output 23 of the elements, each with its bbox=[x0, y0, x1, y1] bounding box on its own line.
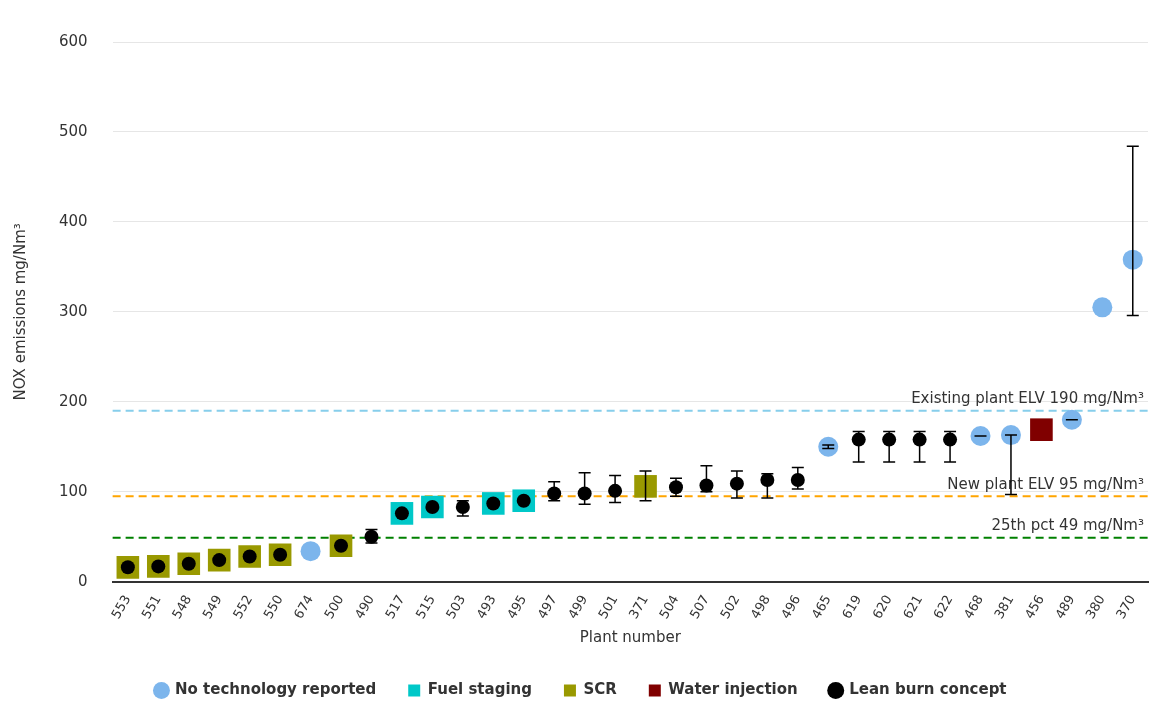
y-axis-title: NOX emissions mg/Nm³ bbox=[10, 223, 29, 401]
point bbox=[634, 475, 657, 498]
point bbox=[970, 425, 991, 446]
y-tick-label: 600 bbox=[58, 31, 88, 50]
point bbox=[1030, 418, 1053, 442]
ref-line-label: 25th pct 49 mg/Nm³ bbox=[991, 516, 1144, 535]
legend-label: Water injection bbox=[668, 680, 798, 699]
y-tick-label: 100 bbox=[58, 481, 88, 500]
legend-label: Fuel staging bbox=[427, 680, 532, 699]
y-tick-label: 0 bbox=[78, 571, 88, 590]
y-tick-label: 300 bbox=[58, 301, 88, 320]
legend-label: Lean burn concept bbox=[849, 680, 1007, 699]
y-tick-label: 500 bbox=[58, 121, 88, 140]
legend-label: No technology reported bbox=[174, 680, 377, 699]
point bbox=[300, 541, 321, 562]
legend-label: SCR bbox=[583, 680, 618, 699]
point bbox=[1092, 297, 1113, 318]
x-tick-label: 621 bbox=[899, 592, 926, 622]
x-axis-title: Plant number bbox=[579, 627, 682, 646]
point bbox=[1061, 409, 1082, 430]
y-tick-label: 400 bbox=[58, 211, 88, 230]
y-tick-label: 200 bbox=[58, 391, 88, 410]
ref-line-label: Existing plant ELV 190 mg/Nm³ bbox=[911, 389, 1144, 408]
